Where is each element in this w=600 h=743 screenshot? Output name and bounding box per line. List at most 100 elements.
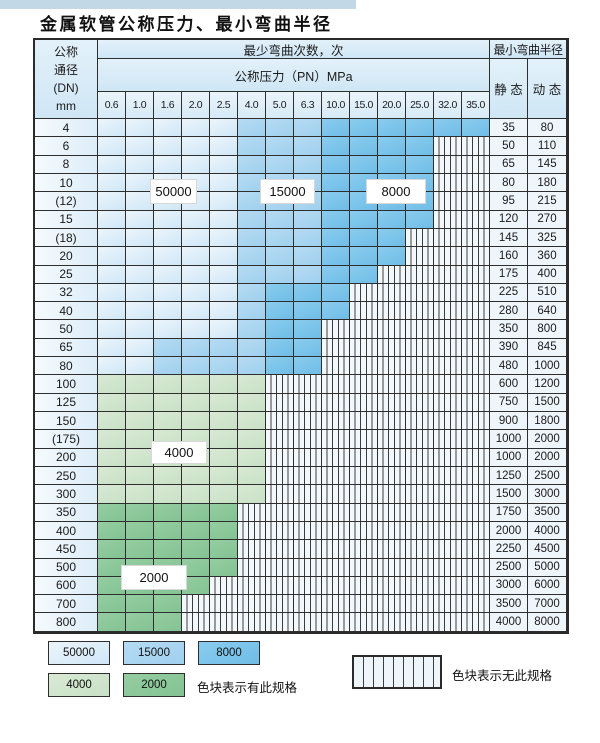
no-spec-cell — [350, 466, 378, 486]
spec-cell — [238, 412, 266, 431]
no-spec-cell — [350, 338, 378, 358]
no-spec-cell — [322, 595, 350, 614]
no-spec-cell — [294, 412, 322, 431]
no-spec-cell — [462, 265, 490, 284]
spec-cell — [210, 283, 238, 303]
dynamic-radius-cell: 4500 — [528, 540, 567, 559]
no-spec-cell — [210, 595, 238, 614]
spec-cell — [406, 155, 434, 174]
no-spec-cell — [322, 320, 350, 339]
static-radius-cell: 3500 — [490, 595, 528, 614]
spec-cell — [266, 265, 294, 284]
spec-cell — [126, 466, 154, 486]
spec-cell — [210, 540, 238, 559]
spec-cell — [210, 119, 238, 138]
spec-cell — [238, 375, 266, 394]
static-radius-cell: 225 — [490, 283, 528, 303]
spec-cell — [126, 320, 154, 339]
no-spec-cell — [462, 540, 490, 559]
no-spec-cell — [294, 540, 322, 559]
no-spec-cell — [406, 521, 434, 541]
no-spec-cell — [350, 393, 378, 412]
dn-header-line: (DN) — [53, 81, 79, 95]
spec-cell — [350, 228, 378, 248]
static-radius-cell: 1000 — [490, 430, 528, 449]
dynamic-radius-header: 动 态 — [528, 59, 567, 119]
dn-cell: (12) — [35, 192, 98, 211]
spec-cell — [378, 228, 406, 248]
spec-cell — [126, 338, 154, 358]
spec-cell — [154, 302, 182, 321]
no-spec-cell — [462, 375, 490, 394]
spec-cell — [350, 137, 378, 156]
no-spec-cell — [378, 265, 406, 284]
spec-cell — [154, 466, 182, 486]
spec-cell — [378, 210, 406, 229]
no-spec-cell — [434, 173, 462, 193]
spec-cell — [294, 210, 322, 229]
no-spec-cell — [406, 320, 434, 339]
spec-cell — [378, 137, 406, 156]
dn-cell: 25 — [35, 265, 98, 284]
spec-cell — [154, 375, 182, 394]
spec-cell — [350, 265, 378, 284]
zone-label-4000: 4000 — [151, 441, 207, 464]
spec-cell — [154, 613, 182, 632]
no-spec-cell — [462, 357, 490, 376]
spec-cell — [98, 265, 126, 284]
spec-cell — [126, 448, 154, 467]
no-spec-cell — [406, 357, 434, 376]
no-spec-cell — [406, 595, 434, 614]
spec-cell — [98, 540, 126, 559]
dn-cell: 40 — [35, 302, 98, 321]
no-spec-cell — [350, 430, 378, 449]
dynamic-radius-cell: 215 — [528, 192, 567, 211]
spec-cell — [154, 521, 182, 541]
spec-cell — [182, 320, 210, 339]
spec-cell — [294, 265, 322, 284]
spec-cell — [98, 485, 126, 504]
no-spec-cell — [462, 173, 490, 193]
pressure-column-header: 1.0 — [126, 92, 154, 119]
no-spec-cell — [406, 302, 434, 321]
no-spec-cell — [434, 613, 462, 632]
no-spec-cell — [434, 338, 462, 358]
spec-cell — [210, 503, 238, 522]
dynamic-radius-cell: 3000 — [528, 485, 567, 504]
pressure-column-header: 15.0 — [350, 92, 378, 119]
static-radius-cell: 900 — [490, 412, 528, 431]
spec-cell — [322, 119, 350, 138]
no-spec-cell — [434, 357, 462, 376]
spec-cell — [98, 430, 126, 449]
no-spec-cell — [266, 595, 294, 614]
no-spec-cell — [406, 503, 434, 522]
no-spec-cell — [406, 393, 434, 412]
dn-cell: 6 — [35, 137, 98, 156]
spec-cell — [98, 228, 126, 248]
spec-cell — [238, 210, 266, 229]
no-spec-cell — [322, 375, 350, 394]
dn-cell: 8 — [35, 155, 98, 174]
spec-cell — [210, 247, 238, 266]
spec-cell — [182, 393, 210, 412]
no-spec-cell — [350, 448, 378, 467]
no-spec-cell — [266, 430, 294, 449]
no-spec-cell — [350, 521, 378, 541]
dynamic-radius-cell: 180 — [528, 173, 567, 193]
spec-cell — [98, 375, 126, 394]
dynamic-radius-cell: 325 — [528, 228, 567, 248]
spec-cell — [266, 338, 294, 358]
no-spec-cell — [462, 338, 490, 358]
no-spec-cell — [406, 448, 434, 467]
spec-cell — [182, 119, 210, 138]
spec-cell — [154, 247, 182, 266]
spec-table: 公称 通径 (DN) mm 最少弯曲次数，次 最小弯曲半径 公称压力（PN）MP… — [33, 38, 569, 634]
spec-cell — [126, 265, 154, 284]
dn-header-line: 公称 — [53, 45, 78, 59]
zone-label-8000: 8000 — [366, 179, 426, 204]
spec-cell — [210, 320, 238, 339]
spec-cell — [126, 485, 154, 504]
no-spec-cell — [462, 521, 490, 541]
dynamic-radius-cell: 3500 — [528, 503, 567, 522]
no-spec-cell — [266, 613, 294, 632]
